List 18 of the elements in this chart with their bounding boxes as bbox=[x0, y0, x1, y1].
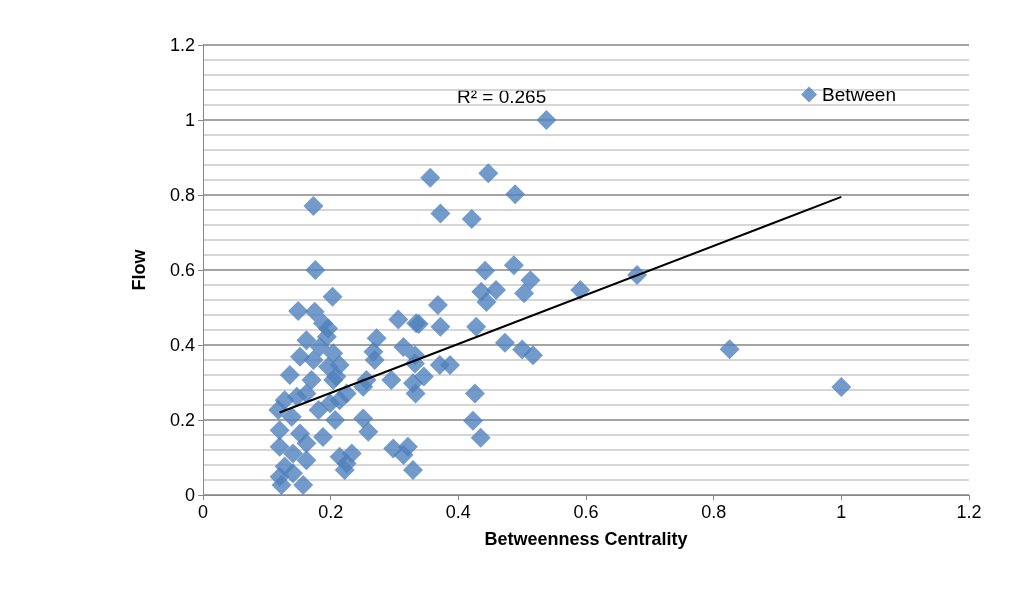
x-tick-label: 0.2 bbox=[318, 502, 344, 522]
x-tick-label: 0 bbox=[197, 502, 209, 522]
y-tick-label: 1.2 bbox=[169, 35, 195, 55]
y-tick-label: 0 bbox=[184, 485, 195, 505]
annotation: R² = 0.265 bbox=[457, 86, 547, 107]
y-tick-label: 0.4 bbox=[169, 335, 195, 355]
y-tick-label: 0.8 bbox=[169, 185, 195, 205]
y-axis-title: Flow bbox=[129, 248, 149, 291]
x-tick-label: 1.2 bbox=[956, 502, 982, 522]
y-tick-label: 1 bbox=[184, 110, 195, 130]
x-tick-label: 0.8 bbox=[701, 502, 727, 522]
legend-label: Between bbox=[822, 84, 897, 105]
x-tick-label: 1 bbox=[836, 502, 847, 522]
x-tick-label: 0.6 bbox=[573, 502, 599, 522]
y-tick-label: 0.2 bbox=[169, 410, 195, 430]
x-tick-label: 0.4 bbox=[445, 502, 471, 522]
y-tick-label: 0.6 bbox=[169, 260, 195, 280]
x-axis-title: Betweenness Centrality bbox=[484, 529, 688, 549]
